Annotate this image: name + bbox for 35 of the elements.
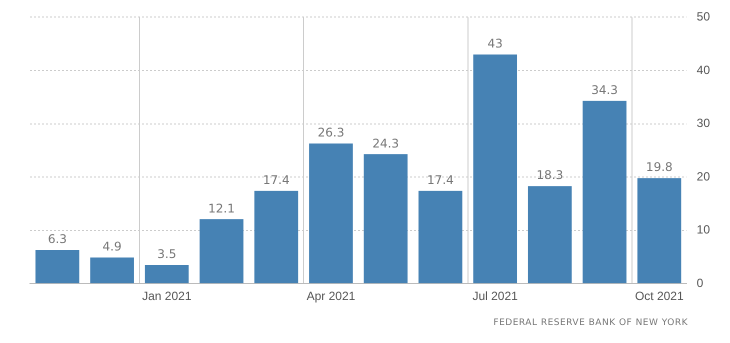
bar [90,257,134,284]
y-tick-label: 0 [696,276,704,290]
y-tick-label: 20 [696,169,710,184]
bar [200,219,244,284]
text: FEDERAL RESERVE BANK OF NEW YORK [493,318,688,328]
x-tick-label: Apr 2021 [306,289,356,304]
bar [637,178,682,284]
bar [309,143,353,284]
data-label: 18.3 [536,168,564,182]
bar [144,264,189,284]
x-tick-label: Jan 2021 [142,289,192,304]
data-label: 34.3 [591,82,618,97]
bar [418,190,462,284]
data-label: 12.1 [208,201,235,216]
data-label: 17.4 [262,173,290,188]
bar [35,250,80,284]
bar [528,186,572,284]
bar [473,54,518,284]
y-tick-label: 50 [696,10,710,24]
x-tick-label: Jul 2021 [472,289,518,304]
data-label: 4.9 [102,240,122,254]
y-tick-label: 30 [696,116,710,130]
data-label: 43 [487,36,503,51]
data-label: 6.3 [48,232,67,246]
data-label: 3.5 [157,247,176,262]
y-tick-label: 10 [696,222,710,237]
data-label: 17.4 [427,173,454,188]
x-tick-label: Oct 2021 [634,289,684,304]
bar [254,190,298,284]
y-tick-label: 40 [696,62,710,77]
bar [582,100,626,284]
bar [364,154,408,284]
data-label: 24.3 [372,136,400,150]
data-label: 19.8 [646,160,673,174]
data-label: 26.3 [318,126,344,140]
